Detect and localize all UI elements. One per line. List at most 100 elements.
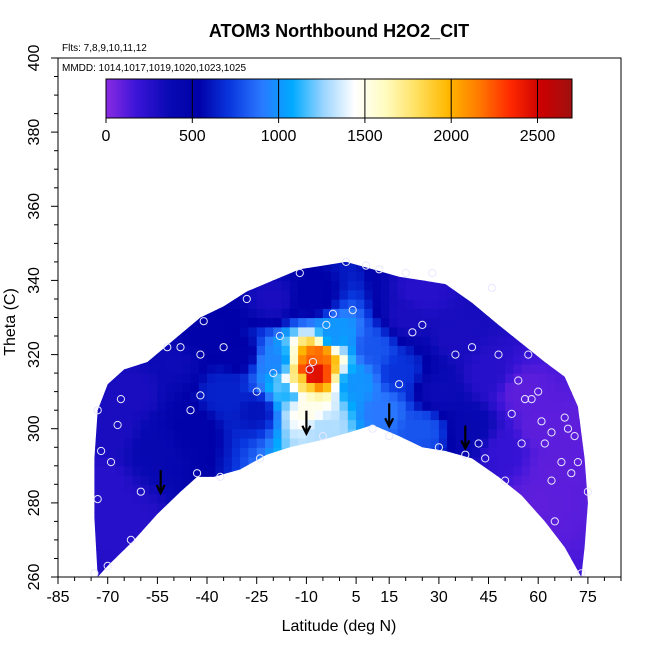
- heatmap-cell: [248, 438, 258, 448]
- heatmap-cell: [281, 354, 291, 365]
- heatmap-cell: [240, 299, 249, 309]
- heatmap-cell: [149, 475, 158, 485]
- heatmap-cell: [339, 373, 349, 383]
- heatmap-cell: [438, 289, 448, 300]
- heatmap-cell: [173, 391, 183, 402]
- heatmap-cell: [364, 345, 374, 356]
- heatmap-cell: [298, 317, 307, 328]
- heatmap-cell: [273, 438, 283, 448]
- heatmap-cell: [529, 410, 539, 421]
- heatmap-cell: [430, 336, 440, 346]
- heatmap-cell: [298, 419, 307, 430]
- heatmap-cell: [372, 419, 382, 430]
- data-point: [342, 257, 351, 266]
- heatmap-cell: [140, 410, 150, 421]
- heatmap-cell: [190, 373, 200, 383]
- heatmap-cell: [488, 465, 498, 476]
- heatmap-cell: [571, 438, 581, 448]
- heatmap-cell: [94, 428, 100, 439]
- heatmap-cell: [322, 410, 332, 421]
- heatmap-cell: [107, 521, 117, 532]
- heatmap-cell: [472, 354, 481, 365]
- heatmap-cell: [215, 326, 225, 337]
- heatmap-cell: [289, 363, 299, 374]
- heatmap-cell: [513, 456, 523, 467]
- heatmap-cell: [455, 391, 465, 402]
- heatmap-cell: [182, 345, 192, 356]
- heatmap-cell: [480, 438, 490, 448]
- heatmap-cell: [455, 400, 465, 411]
- heatmap-cell: [140, 400, 150, 411]
- data-point: [570, 432, 579, 441]
- heatmap-cell: [463, 428, 473, 439]
- heatmap-cell: [198, 410, 208, 421]
- heatmap-cell: [347, 354, 357, 365]
- heatmap-cell: [298, 280, 307, 291]
- heatmap-cell: [331, 391, 341, 402]
- heatmap-cell: [248, 400, 258, 411]
- heatmap-cell: [165, 382, 175, 393]
- heatmap-cell: [198, 363, 208, 374]
- heatmap-cell: [107, 502, 117, 513]
- heatmap-cell: [463, 391, 473, 402]
- heatmap-cell: [256, 345, 266, 356]
- heatmap-cell: [380, 419, 390, 430]
- heatmap-cell: [215, 465, 225, 476]
- heatmap-cell: [281, 382, 291, 393]
- heatmap-cell: [380, 271, 390, 282]
- heatmap-cell: [124, 502, 134, 513]
- heatmap-cell: [132, 419, 142, 430]
- y-axis-label: Theta (C): [2, 288, 19, 356]
- heatmap-cell: [265, 308, 274, 319]
- heatmap-cell: [488, 419, 498, 430]
- heatmap-cell: [306, 299, 316, 309]
- heatmap-cell: [265, 428, 274, 439]
- heatmap-cell: [248, 382, 258, 393]
- heatmap-cell: [496, 354, 506, 365]
- data-point: [269, 369, 278, 378]
- heatmap-cell: [231, 456, 241, 467]
- heatmap-cell: [430, 354, 440, 365]
- heatmap-cell: [207, 336, 216, 346]
- heatmap-cell: [397, 382, 407, 393]
- heatmap-cell: [140, 391, 150, 402]
- heatmap-cell: [240, 419, 249, 430]
- heatmap-cell: [298, 271, 307, 282]
- heatmap-cell: [339, 410, 349, 421]
- heatmap-cell: [248, 410, 258, 421]
- heatmap-cell: [157, 382, 167, 393]
- data-point: [451, 350, 460, 359]
- heatmap-cell: [265, 373, 274, 383]
- heatmap-cell: [521, 493, 531, 504]
- heatmap-cell: [165, 456, 175, 467]
- heatmap-cell: [273, 289, 283, 300]
- heatmap-cell: [314, 382, 324, 393]
- heatmap-cell: [107, 465, 117, 476]
- heatmap-cell: [314, 271, 324, 282]
- heatmap-cell: [405, 308, 415, 319]
- heatmap-cell: [438, 280, 448, 291]
- heatmap-cell: [563, 530, 572, 541]
- heatmap-cell: [571, 428, 581, 439]
- heatmap-cell: [546, 512, 556, 522]
- heatmap-cell: [281, 373, 291, 383]
- heatmap-cell: [380, 317, 390, 328]
- heatmap-cell: [529, 447, 539, 458]
- heatmap-cell: [289, 354, 299, 365]
- heatmap-cell: [496, 419, 506, 430]
- heatmap-cell: [198, 428, 208, 439]
- heatmap-cell: [116, 502, 125, 513]
- heatmap-cell: [165, 475, 175, 485]
- heatmap-cell: [240, 456, 249, 467]
- heatmap-cell: [380, 289, 390, 300]
- heatmap-cell: [389, 428, 399, 439]
- heatmap-cell: [521, 419, 531, 430]
- heatmap-cell: [472, 345, 481, 356]
- heatmap-cell: [157, 438, 167, 448]
- heatmap-cell: [207, 447, 216, 458]
- x-tick-label: 30: [430, 589, 448, 606]
- data-point: [428, 268, 437, 278]
- heatmap-cell: [207, 382, 216, 393]
- heatmap-cell: [579, 447, 588, 458]
- heatmap-cell: [190, 447, 200, 458]
